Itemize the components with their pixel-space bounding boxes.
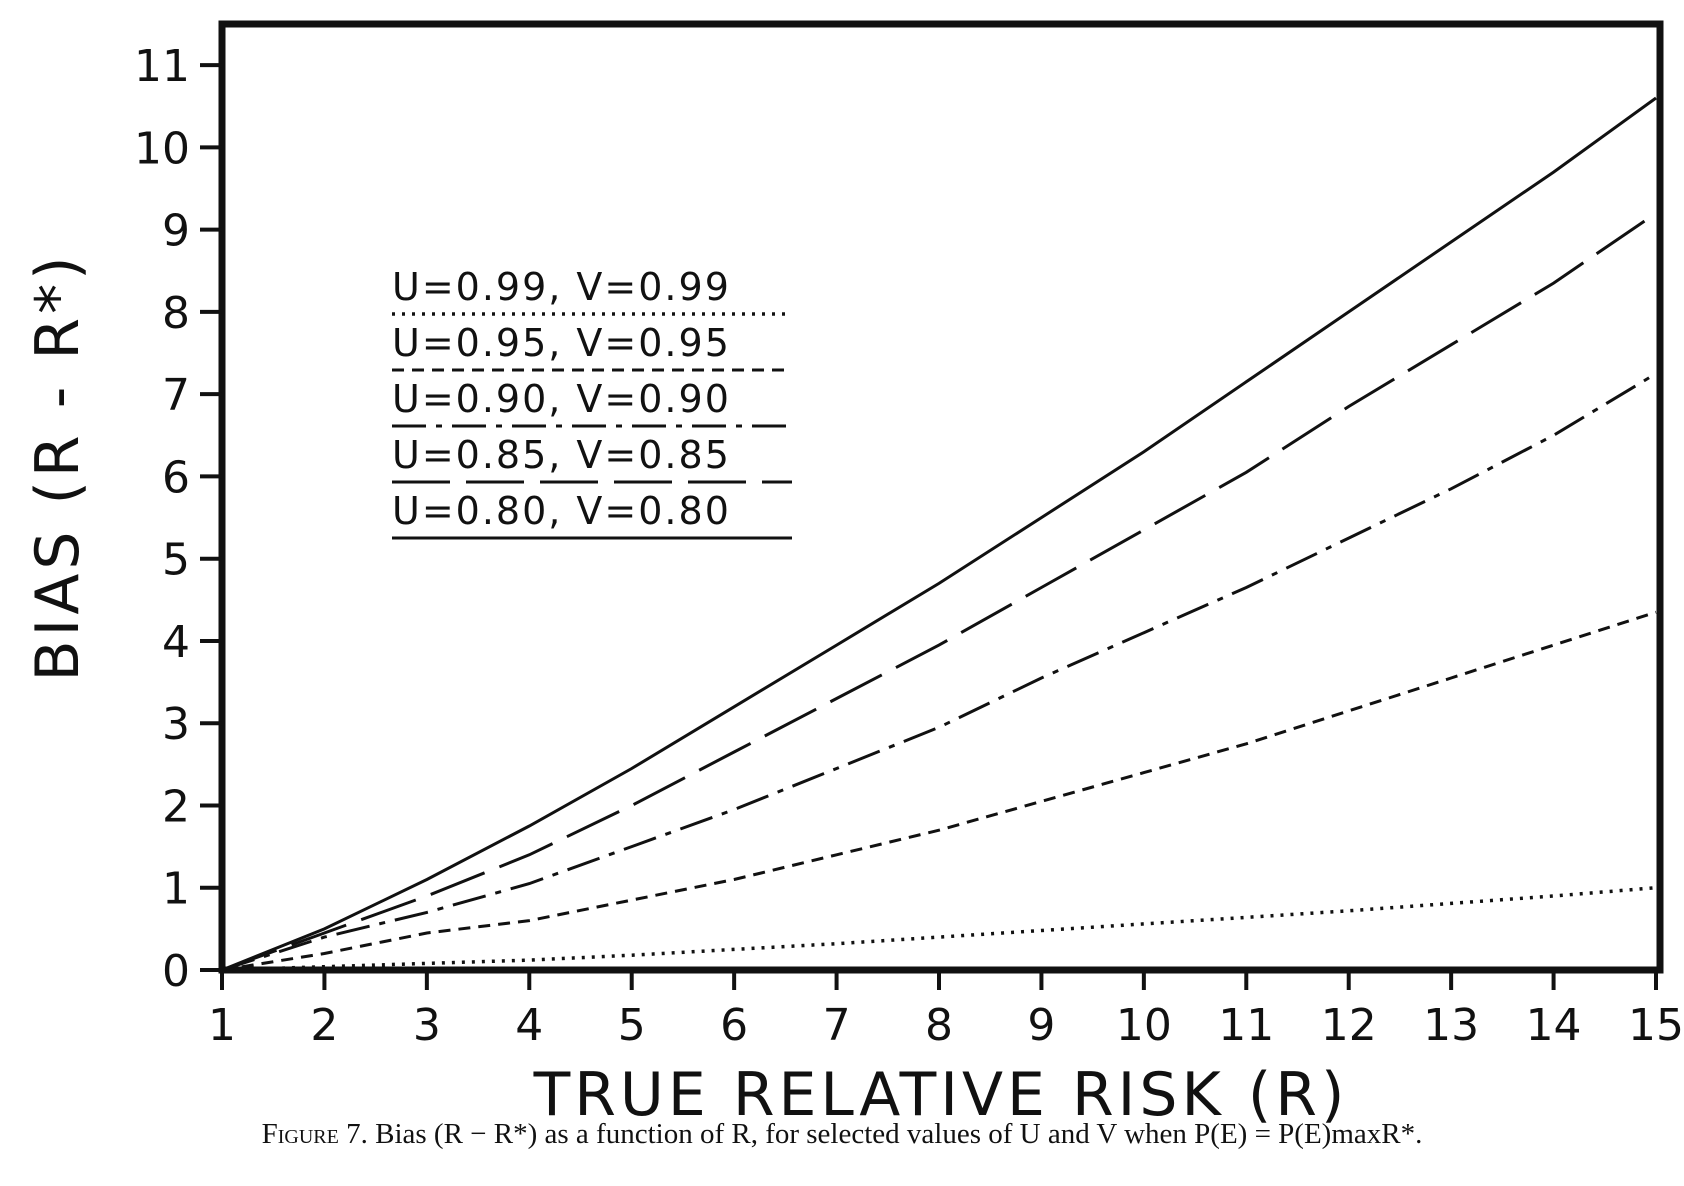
- x-axis-ticks: 1 2 3 4 5 6 7 8 9 10 11 12 13 14 15: [208, 970, 1684, 1051]
- series-line-4: [221, 211, 1657, 972]
- x-tick-label: 11: [1218, 1000, 1274, 1051]
- y-tick-label: 8: [162, 288, 190, 339]
- series-line-2: [221, 610, 1657, 972]
- y-tick-label: 6: [162, 452, 190, 503]
- series-line-3: [221, 372, 1657, 972]
- y-tick-label: 7: [162, 370, 190, 421]
- legend-label-1: U=0.99, V=0.99: [392, 265, 731, 309]
- x-tick-label: 5: [618, 1000, 646, 1051]
- x-tick-label: 3: [413, 1000, 441, 1051]
- y-tick-label: 0: [162, 946, 190, 997]
- caption-text: Bias (R − R*) as a function of R, for se…: [375, 1118, 1423, 1150]
- x-tick-label: 6: [720, 1000, 748, 1051]
- x-tick-label: 2: [310, 1000, 338, 1051]
- x-tick-label: 13: [1423, 1000, 1479, 1051]
- x-tick-label: 10: [1116, 1000, 1172, 1051]
- y-tick-label: 9: [162, 206, 190, 257]
- x-tick-label: 1: [208, 1000, 236, 1051]
- figure-number: Figure 7.: [261, 1118, 368, 1150]
- series-layer: [221, 96, 1657, 972]
- legend-label-4: U=0.85, V=0.85: [392, 433, 731, 477]
- legend-label-5: U=0.80, V=0.80: [392, 489, 731, 533]
- y-tick-label: 11: [134, 41, 190, 92]
- x-tick-label: 14: [1526, 1000, 1582, 1051]
- series-line-1: [221, 885, 1657, 972]
- y-tick-label: 4: [162, 617, 190, 668]
- x-tick-label: 15: [1628, 1000, 1684, 1051]
- y-axis-title: BIAS (R - R*): [23, 252, 93, 681]
- x-tick-label: 8: [925, 1000, 953, 1051]
- y-tick-label: 5: [162, 535, 190, 586]
- y-tick-label: 2: [162, 781, 190, 832]
- legend-label-3: U=0.90, V=0.90: [392, 377, 731, 421]
- figure-caption: Figure 7. Bias (R − R*) as a function of…: [0, 1118, 1684, 1151]
- x-tick-label: 7: [823, 1000, 851, 1051]
- x-axis-title: TRUE RELATIVE RISK (R): [533, 1060, 1349, 1130]
- series-line-5: [221, 96, 1657, 972]
- x-tick-label: 4: [515, 1000, 543, 1051]
- x-tick-label: 12: [1321, 1000, 1377, 1051]
- legend-label-2: U=0.95, V=0.95: [392, 321, 731, 365]
- y-tick-label: 10: [134, 123, 190, 174]
- y-tick-label: 3: [162, 699, 190, 750]
- y-tick-label: 1: [162, 864, 190, 915]
- legend: U=0.99, V=0.99 U=0.95, V=0.95 U=0.90, V=0.…: [392, 265, 792, 540]
- x-tick-label: 9: [1027, 1000, 1055, 1051]
- y-axis-ticks: 0 1 2 3 4 5 6 7 8 9 10 11: [134, 41, 222, 997]
